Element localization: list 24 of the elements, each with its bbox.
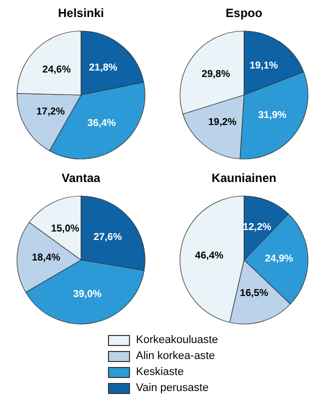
data-label: 46,4% bbox=[195, 250, 224, 262]
chart-title: Espoo bbox=[226, 6, 262, 20]
chart-title: Vantaa bbox=[62, 171, 101, 185]
data-label: 17,2% bbox=[36, 106, 65, 118]
data-label: 19,1% bbox=[250, 60, 278, 72]
data-label: 29,8% bbox=[202, 68, 230, 80]
legend-label: Alin korkea-aste bbox=[136, 350, 215, 362]
data-label: 36,4% bbox=[87, 118, 116, 129]
chart-title: Helsinki bbox=[58, 6, 104, 20]
legend-label: Keskiaste bbox=[136, 366, 184, 378]
data-label: 19,2% bbox=[208, 117, 237, 128]
data-label: 15,0% bbox=[50, 223, 80, 234]
data-label: 27,6% bbox=[94, 232, 122, 243]
data-label: 12,2% bbox=[242, 222, 272, 234]
data-label: 16,5% bbox=[240, 288, 268, 300]
data-label: 18,4% bbox=[32, 252, 60, 264]
legend-label: Vain perusaste bbox=[136, 382, 209, 394]
data-label: 24,6% bbox=[42, 64, 71, 76]
data-label: 21,8% bbox=[88, 62, 118, 74]
chart-title: Kauniainen bbox=[212, 171, 276, 185]
legend-label: Korkeakouluaste bbox=[136, 334, 218, 346]
data-label: 39,0% bbox=[73, 288, 102, 300]
data-label: 31,9% bbox=[258, 110, 287, 122]
data-label: 24,9% bbox=[264, 254, 294, 265]
